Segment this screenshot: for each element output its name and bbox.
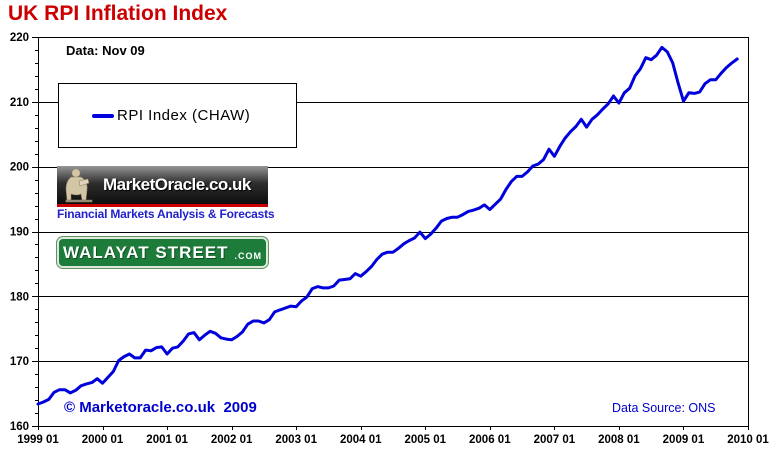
y-axis: 160 170 180 190 200 210 220	[10, 32, 38, 433]
x-tick-label: 2003 01	[275, 434, 317, 446]
x-tick-label: 2010 01	[727, 434, 769, 446]
y-tick-label: 210	[10, 97, 29, 109]
walayat-street-label: WALAYAT STREET	[63, 242, 229, 262]
marketoracle-logo: MarketOracle.co.uk Financial Markets Ana…	[57, 166, 275, 221]
walayat-street-sign: WALAYAT STREET .COM	[57, 237, 268, 268]
seated-oracle-statue-icon	[65, 168, 93, 203]
data-source-label: Data Source: ONS	[612, 401, 716, 415]
y-tick-label: 160	[10, 421, 29, 433]
legend: RPI Index (CHAW)	[58, 83, 297, 148]
x-tick-label: 2006 01	[469, 434, 511, 446]
legend-line-swatch	[92, 113, 114, 118]
y-tick-label: 180	[10, 291, 29, 303]
rpi-index-line	[36, 45, 739, 406]
marketoracle-tagline: Financial Markets Analysis & Forecasts	[57, 207, 275, 221]
y-tick-label: 190	[10, 227, 29, 239]
y-tick-label: 220	[10, 32, 29, 44]
x-tick-label: 2005 01	[404, 434, 446, 446]
x-tick-label: 2009 01	[663, 434, 705, 446]
x-tick-label: 2004 01	[340, 434, 382, 446]
marketoracle-red-stripe	[57, 204, 268, 207]
y-tick-label: 170	[10, 356, 29, 368]
copyright-label: © Marketoracle.co.uk 2009	[64, 399, 257, 416]
x-tick-label: 2000 01	[82, 434, 124, 446]
x-tick-label: 2007 01	[534, 434, 576, 446]
marketoracle-wordmark: MarketOracle.co.uk	[103, 175, 251, 194]
walayat-dotcom-label: .COM	[234, 250, 262, 261]
x-axis: 1999 01 2000 01 2001 01 2002 01 2003 01 2004 …	[17, 426, 769, 446]
page-title: UK RPI Inflation Index	[8, 2, 228, 25]
marketoracle-banner: MarketOracle.co.uk	[57, 166, 268, 204]
plot-border	[38, 37, 749, 427]
x-tick-label: 1999 01	[17, 434, 59, 446]
x-tick-label: 2001 01	[146, 434, 188, 446]
legend-label: RPI Index (CHAW)	[117, 107, 251, 124]
x-tick-label: 2008 01	[598, 434, 640, 446]
y-tick-label: 200	[10, 162, 29, 174]
x-tick-label: 2002 01	[211, 434, 253, 446]
data-asof-label: Data: Nov 09	[66, 43, 145, 58]
